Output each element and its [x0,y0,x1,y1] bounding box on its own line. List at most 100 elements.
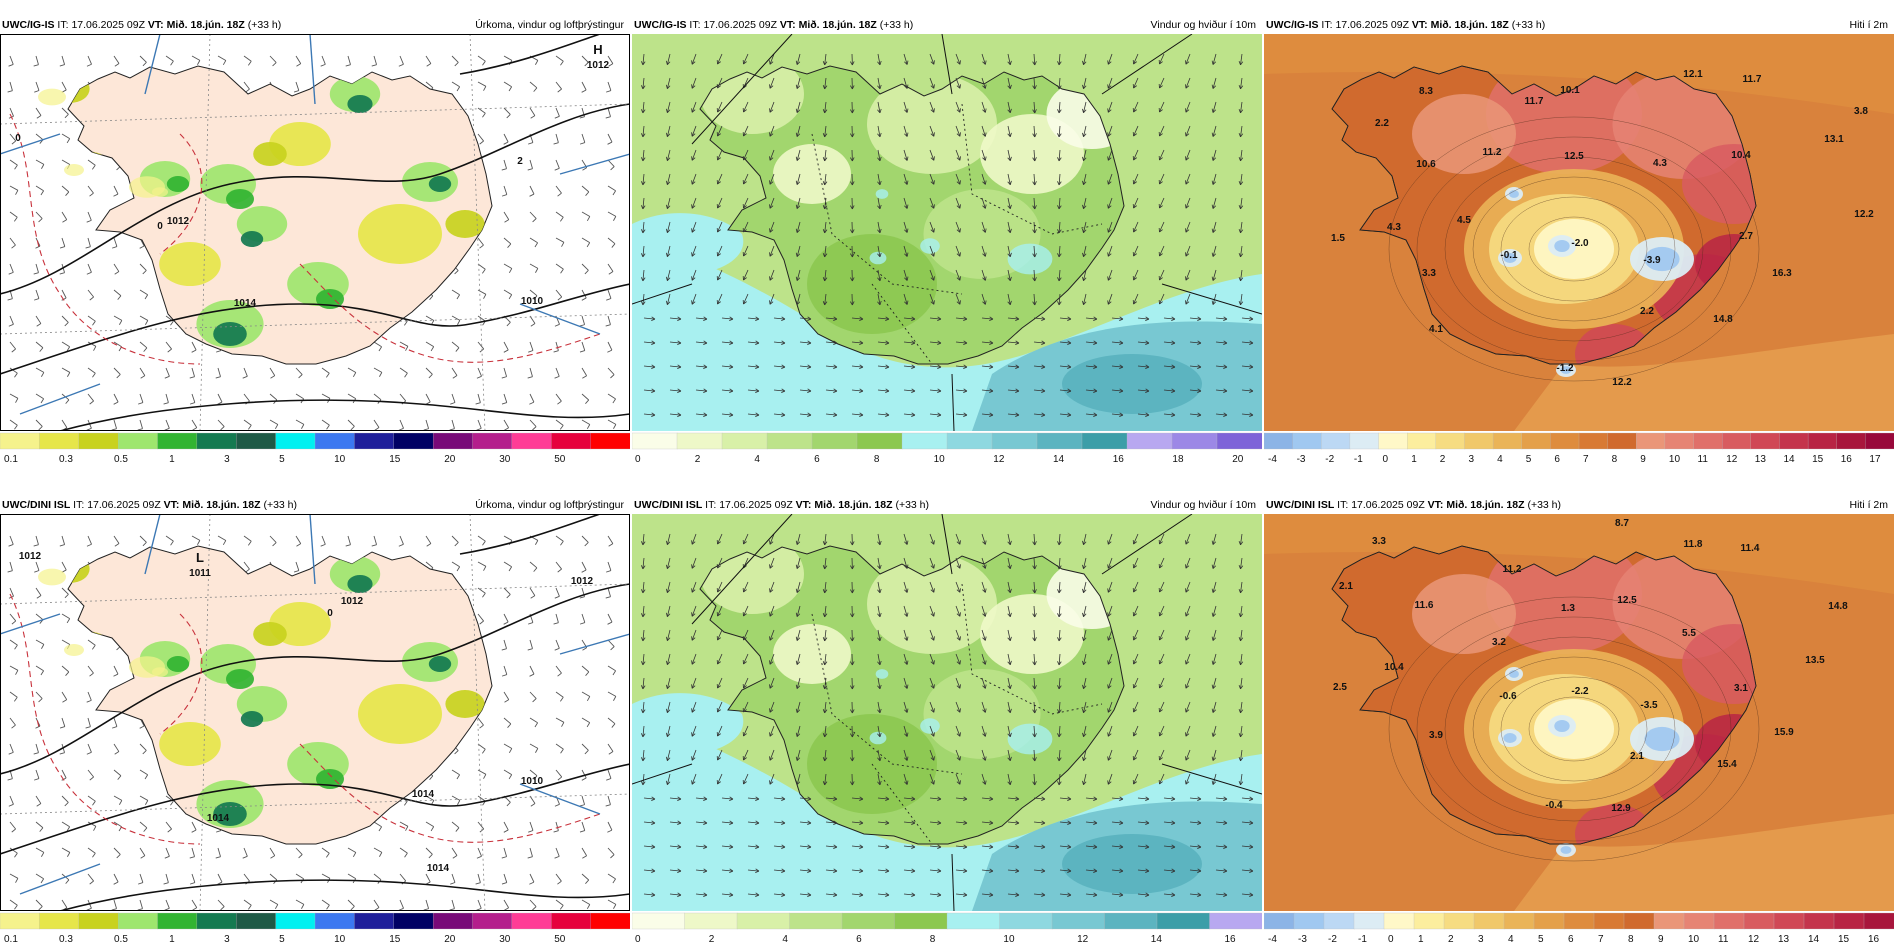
colorbar-tick-label: 14 [1053,454,1065,465]
panel-igis-temp: UWC/IG-IS IT: 17.06.2025 09Z VT: Mið. 18… [1264,16,1894,471]
map-label-12: 13.5 [1805,655,1825,666]
colorbar-swatch [812,433,858,449]
colorbar-swatch [1037,433,1083,449]
model-name: UWC/DINI ISL [2,499,70,511]
colorbar-tick-label: 12 [1748,934,1760,945]
colorbar-tick-label: 7 [1583,454,1589,465]
colorbar-tick-label: 14 [1784,454,1796,465]
map-label-10: 5.5 [1682,628,1696,639]
product-name: Vindur og hviður í 10m [1151,16,1256,34]
panel-title: UWC/IG-IS IT: 17.06.2025 09Z VT: Mið. 18… [632,16,1262,34]
colorbar-tick-label: 6 [856,934,862,945]
colorbar-swatch [473,433,513,449]
colorbar-tick-label: 15 [1812,454,1824,465]
colorbar-swatch [790,913,843,929]
colorbar-swatch [1264,433,1293,449]
init-time: 17.06.2025 09Z [1335,19,1409,31]
map-label-16: 1.5 [1331,233,1345,244]
map-label-15: 3.1 [1734,683,1748,694]
lead-time: (+33 h) [1527,499,1561,511]
panel-dini-wind: UWC/DINI ISL IT: 17.06.2025 09Z VT: Mið.… [632,496,1262,951]
colorbar-swatch [473,913,513,929]
map-label-22: 3.3 [1422,268,1436,279]
colorbar-swatch [1608,433,1637,449]
map-label-0: H [593,42,602,57]
colorbar-swatch [1504,913,1535,929]
colorbar-swatch [677,433,723,449]
colorbar-tick-label: 0 [635,934,641,945]
colorbar-swatch [1217,433,1262,449]
map-label-6: 1010 [521,776,544,787]
colorbar-swatch [315,433,355,449]
colorbar-tick-label: 13 [1778,934,1790,945]
map[interactable] [632,514,1262,911]
map-label-6: 12.5 [1617,595,1637,606]
colorbar-swatch [39,433,79,449]
model-name: UWC/IG-IS [634,19,687,31]
map-label-8: 0 [157,221,163,232]
map-label-1: 3.3 [1372,536,1386,547]
map-label-0: 8.7 [1615,518,1629,529]
colorbar-tick-label: 8 [930,934,936,945]
colorbar-swatch [1324,913,1355,929]
colorbar-tick-label: 9 [1658,934,1664,945]
colorbar-tick-label: 14 [1808,934,1820,945]
valid-time: Mið. 18.jún. 18Z [1431,19,1509,31]
map-label-2: 11.8 [1684,539,1703,550]
init-time: 17.06.2025 09Z [71,19,145,31]
map-label-0: L [196,550,204,565]
map-label-2: 1012 [19,551,42,562]
colorbar-tick-label: 11 [1718,934,1729,945]
colorbar-tick-label: 0.3 [59,454,73,465]
colorbar-swatch [1636,433,1665,449]
map-label-9: 2 [517,156,523,167]
colorbar-tick-label: -3 [1297,454,1306,465]
colorbar-swatch [591,433,630,449]
colorbar-tick-label: 16 [1225,934,1237,945]
valid-time: Mið. 18.jún. 18Z [182,499,260,511]
colorbar-tick-label: 50 [554,934,566,945]
colorbar-swatch [1172,433,1218,449]
colorbar-swatch [0,913,40,929]
colorbar-swatch [315,913,355,929]
colorbar-swatch [737,913,790,929]
colorbar-swatch [1493,433,1522,449]
colorbar-swatch [512,913,552,929]
colorbar-tick-label: -3 [1298,934,1307,945]
colorbar-tick-label: 8 [874,454,880,465]
map-label-16: -0.6 [1499,691,1517,702]
colorbar-swatch [1293,433,1322,449]
colorbar-swatch [1052,913,1105,929]
colorbar-tick-label: -1 [1354,454,1363,465]
map-label-24: 14.8 [1713,314,1733,325]
colorbar-swatch [1594,913,1625,929]
colorbar-tick-label: 2 [709,934,715,945]
colorbar-swatch [1105,913,1158,929]
map-label-20: -3.9 [1643,255,1661,266]
colorbar-swatch [1694,433,1723,449]
colorbar-swatch [947,433,993,449]
colorbar-swatch [1000,913,1053,929]
map-label-5: 2.2 [1375,118,1389,129]
colorbar-swatch [1522,433,1551,449]
colorbar-tick-label: 6 [814,454,820,465]
map-label-4: 11.2 [1503,564,1522,575]
map-label-9: 12.5 [1564,151,1584,162]
panel-igis-precip: UWC/IG-IS IT: 17.06.2025 09Z VT: Mið. 18… [0,16,630,471]
map-label-5: 2.1 [1339,581,1353,592]
map[interactable]: H101210121014101010161014002 [0,34,630,431]
colorbar-tick-label: 2 [1448,934,1454,945]
model-name: UWC/DINI ISL [634,499,702,511]
init-time: 17.06.2025 09Z [719,499,793,511]
map-label-8: 11.2 [1483,147,1502,158]
colorbar-swatch [236,433,276,449]
map[interactable] [632,34,1262,431]
colorbar-tick-label: 17 [1869,454,1881,465]
map-label-1: 1011 [189,568,211,579]
colorbar-swatch [1564,913,1595,929]
